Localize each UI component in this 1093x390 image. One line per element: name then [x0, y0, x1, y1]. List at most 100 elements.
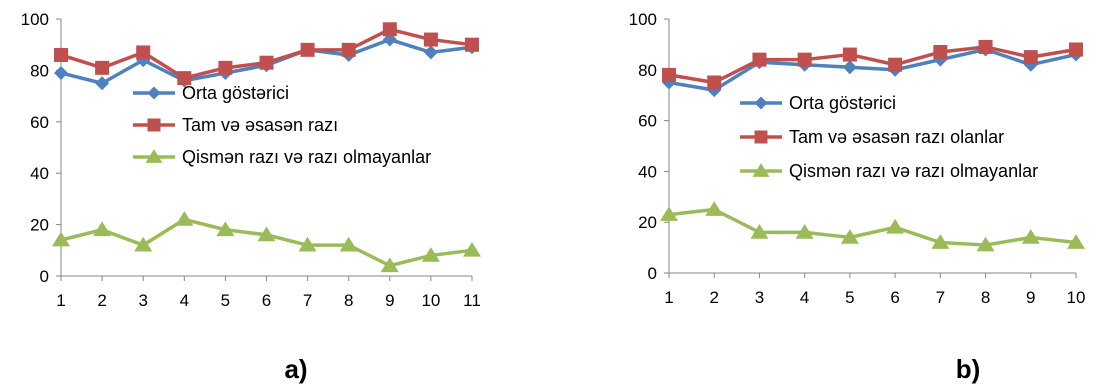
data-point	[380, 257, 399, 273]
data-point	[1069, 42, 1083, 57]
y-tick-label: 60	[638, 112, 657, 131]
series-2	[54, 22, 479, 86]
series-3	[52, 211, 481, 273]
legend-swatch-marker	[752, 163, 770, 177]
legend-swatch-marker	[145, 149, 163, 163]
x-tick-label: 2	[709, 288, 718, 307]
data-point	[463, 241, 481, 257]
y-tick-label: 60	[30, 113, 49, 132]
y-tick-label: 20	[638, 213, 657, 232]
data-point	[339, 236, 358, 252]
data-point	[95, 76, 110, 91]
data-point	[52, 231, 70, 247]
data-point	[465, 37, 479, 52]
legend-swatch-marker	[147, 86, 161, 100]
x-tick-label: 8	[981, 288, 990, 307]
y-tick-label: 20	[30, 216, 49, 235]
data-point	[177, 71, 192, 86]
series-2	[662, 39, 1083, 90]
data-point	[660, 206, 678, 221]
data-point	[382, 22, 397, 37]
legend-item: Orta göstərici	[133, 83, 289, 103]
series-line	[668, 45, 1077, 85]
data-point	[842, 60, 857, 75]
data-point	[842, 47, 857, 62]
x-tick-label: 10	[421, 291, 440, 310]
y-tick-label: 80	[638, 61, 657, 80]
data-point	[259, 55, 274, 70]
data-point	[933, 45, 948, 60]
chart-panel-1: 0 20 40 60 80 100 1 2 3 4 5 6 7 8 9 10 11 Orta göstərici T…	[21, 10, 481, 384]
y-tick-label: 0	[648, 264, 657, 283]
data-point	[134, 236, 153, 252]
series-3	[660, 201, 1085, 252]
legend-label: Qismən razı və razı olmayanlar	[789, 161, 1038, 181]
y-tick-label: 100	[21, 10, 49, 29]
data-point	[175, 211, 194, 226]
legend-item: Qismən razı və razı olmayanlar	[740, 161, 1038, 181]
x-tick-label: 4	[180, 291, 189, 310]
panel-label: a)	[284, 354, 307, 384]
legend-swatch-marker	[754, 130, 768, 144]
data-point	[976, 236, 995, 252]
data-point	[423, 45, 438, 60]
x-tick-label: 7	[936, 288, 945, 307]
data-point	[93, 221, 112, 237]
data-point	[707, 75, 722, 90]
panel-label: b)	[956, 354, 981, 384]
x-tick-label: 11	[463, 291, 481, 310]
legend-item: Orta göstərici	[740, 93, 896, 113]
data-point	[421, 247, 440, 262]
x-tick-label: 5	[845, 288, 854, 307]
x-tick-label: 3	[755, 288, 764, 307]
data-point	[95, 60, 110, 75]
data-point	[423, 32, 438, 47]
data-point	[54, 47, 68, 62]
x-tick-label: 9	[385, 291, 394, 310]
legend: Orta göstərici Tam və əsasən razı Qismən r…	[133, 83, 431, 167]
data-point	[298, 236, 317, 252]
x-tick-label: 1	[56, 291, 65, 310]
series-1	[662, 42, 1083, 98]
legend-label: Orta göstərici	[789, 93, 896, 113]
data-point	[136, 45, 151, 60]
data-point	[705, 201, 724, 216]
x-tick-label: 6	[890, 288, 899, 307]
series-line	[668, 47, 1077, 92]
data-point	[886, 218, 905, 234]
x-tick-label: 2	[97, 291, 106, 310]
data-point	[978, 39, 993, 54]
legend-label: Tam və əsasən razı olanlar	[789, 127, 1004, 147]
x-tick-label: 7	[303, 291, 312, 310]
legend-label: Orta göstərici	[182, 83, 289, 103]
data-point	[750, 224, 769, 239]
data-point	[752, 52, 767, 67]
legend-label: Tam və əsasən razı	[182, 115, 338, 135]
data-point	[931, 234, 950, 249]
y-tick-label: 40	[30, 164, 49, 183]
x-tick-label: 9	[1026, 288, 1035, 307]
data-point	[840, 229, 859, 244]
data-point	[662, 67, 676, 82]
x-tick-label: 6	[262, 291, 271, 310]
y-tick-label: 100	[629, 10, 657, 29]
legend: Orta göstərici Tam və əsasən razı olanlar…	[740, 93, 1038, 181]
legend-label: Qismən razı və razı olmayanlar	[182, 147, 431, 167]
data-point	[257, 226, 276, 242]
data-point	[300, 42, 315, 57]
x-tick-label: 4	[800, 288, 809, 307]
x-tick-label: 5	[221, 291, 230, 310]
data-point	[1021, 229, 1040, 244]
data-point	[797, 52, 812, 67]
data-point	[218, 60, 233, 75]
x-tick-label: 1	[664, 288, 673, 307]
data-point	[1067, 234, 1085, 249]
chart-panel-2: 0 20 40 60 80 100 1 2 3 4 5 6 7 8 9 10 Orta göstərici Tam…	[629, 10, 1086, 384]
y-tick-label: 40	[638, 162, 657, 181]
legend-item: Tam və əsasən razı	[133, 115, 338, 135]
legend-swatch-marker	[147, 118, 161, 132]
series-line	[60, 217, 473, 268]
legend-item: Tam və əsasən razı olanlar	[740, 127, 1004, 147]
data-point	[888, 57, 903, 72]
